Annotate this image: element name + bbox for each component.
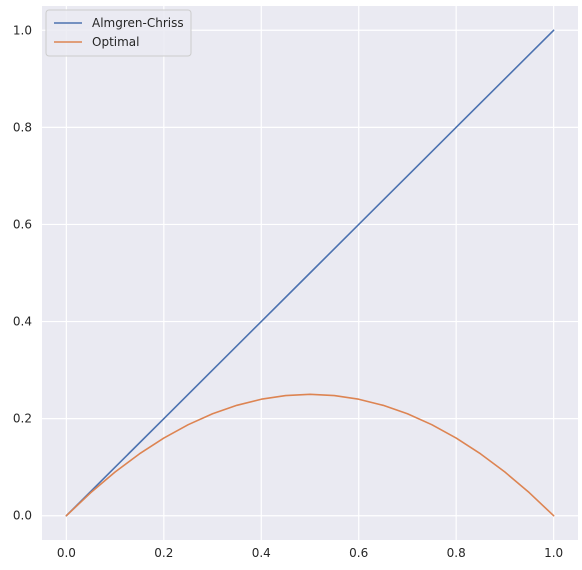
series-lines bbox=[65, 29, 555, 517]
x-tick-label: 0.2 bbox=[154, 546, 173, 560]
x-tick-label: 0.4 bbox=[252, 546, 271, 560]
legend-label: Almgren-Chriss bbox=[92, 16, 184, 30]
y-tick-label: 0.4 bbox=[13, 315, 32, 329]
grid-lines bbox=[42, 6, 578, 540]
legend-box bbox=[45, 9, 192, 57]
legend: Almgren-Chriss Optimal bbox=[45, 9, 192, 57]
tick-labels: 0.0 0.2 0.4 0.6 0.8 1.0 0.0 0.2 0.4 0.6 0.8 1.0 bbox=[13, 23, 563, 560]
y-tick-label: 0.8 bbox=[13, 120, 32, 134]
x-tick-label: 0.8 bbox=[447, 546, 466, 560]
x-tick-label: 0.6 bbox=[349, 546, 368, 560]
y-tick-label: 0.0 bbox=[13, 509, 32, 523]
x-tick-label: 0.0 bbox=[57, 546, 76, 560]
y-tick-label: 1.0 bbox=[13, 23, 32, 37]
series-line-0 bbox=[65, 29, 555, 517]
legend-label: Optimal bbox=[92, 35, 139, 49]
x-tick-label: 1.0 bbox=[544, 546, 563, 560]
series-line-1 bbox=[65, 393, 555, 517]
y-tick-label: 0.6 bbox=[13, 217, 32, 231]
y-tick-label: 0.2 bbox=[13, 412, 32, 426]
